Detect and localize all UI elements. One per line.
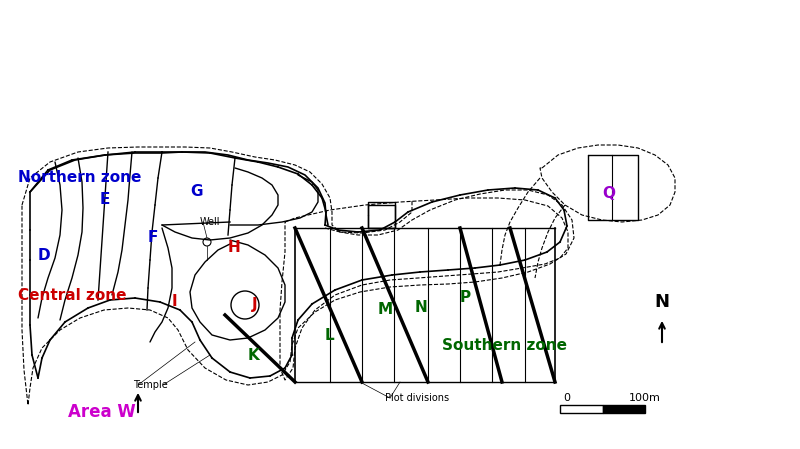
Text: Temple: Temple — [133, 380, 168, 390]
Text: 0: 0 — [563, 393, 570, 403]
Text: Well: Well — [200, 217, 221, 227]
Text: J: J — [252, 298, 258, 313]
Text: Central zone: Central zone — [18, 287, 126, 303]
Text: K: K — [248, 348, 260, 362]
Text: I: I — [172, 295, 178, 309]
Text: Northern zone: Northern zone — [18, 171, 142, 185]
Text: H: H — [228, 241, 241, 255]
Text: E: E — [100, 193, 110, 207]
Text: 100m: 100m — [629, 393, 661, 403]
Text: M: M — [378, 303, 393, 317]
Text: N: N — [415, 300, 428, 316]
Text: D: D — [38, 247, 50, 263]
Text: Plot divisions: Plot divisions — [385, 393, 449, 403]
Text: N: N — [654, 293, 670, 311]
Text: P: P — [460, 291, 471, 305]
Bar — [602, 405, 645, 413]
Text: Southern zone: Southern zone — [442, 338, 567, 352]
Text: G: G — [190, 185, 202, 199]
Text: F: F — [148, 230, 158, 246]
Text: L: L — [325, 327, 334, 343]
Text: Area W: Area W — [68, 403, 136, 421]
Bar — [560, 405, 602, 413]
Text: Q: Q — [602, 185, 615, 201]
